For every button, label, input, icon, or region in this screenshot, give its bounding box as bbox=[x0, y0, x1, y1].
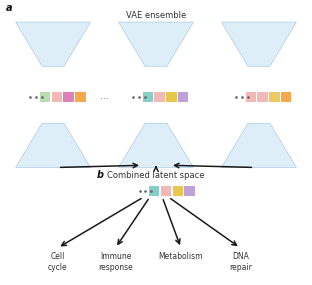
Text: Immune
response: Immune response bbox=[98, 252, 133, 272]
Bar bbox=[149, 186, 159, 196]
Bar bbox=[281, 92, 291, 101]
Bar bbox=[51, 92, 62, 101]
Text: VAE ensemble: VAE ensemble bbox=[126, 11, 186, 21]
Bar bbox=[40, 92, 50, 101]
Text: Metabolism: Metabolism bbox=[159, 252, 203, 261]
Bar bbox=[75, 92, 85, 101]
Bar bbox=[154, 92, 165, 101]
Bar bbox=[63, 92, 74, 101]
Bar bbox=[143, 92, 153, 101]
Bar bbox=[246, 92, 256, 101]
Text: a: a bbox=[6, 3, 13, 13]
Bar bbox=[161, 186, 171, 196]
Bar bbox=[166, 92, 177, 101]
Text: Cell
cycle: Cell cycle bbox=[48, 252, 67, 272]
Bar bbox=[269, 92, 280, 101]
Text: b: b bbox=[97, 170, 104, 180]
Bar bbox=[173, 186, 183, 196]
Bar bbox=[257, 92, 268, 101]
Bar bbox=[184, 186, 195, 196]
Polygon shape bbox=[119, 22, 193, 66]
Polygon shape bbox=[222, 123, 296, 167]
Polygon shape bbox=[16, 123, 90, 167]
Polygon shape bbox=[222, 22, 296, 66]
Bar bbox=[178, 92, 188, 101]
Text: DNA
repair: DNA repair bbox=[229, 252, 252, 272]
Polygon shape bbox=[119, 123, 193, 167]
Text: ...: ... bbox=[100, 92, 109, 101]
Polygon shape bbox=[16, 22, 90, 66]
Text: Combined latent space: Combined latent space bbox=[107, 171, 205, 180]
